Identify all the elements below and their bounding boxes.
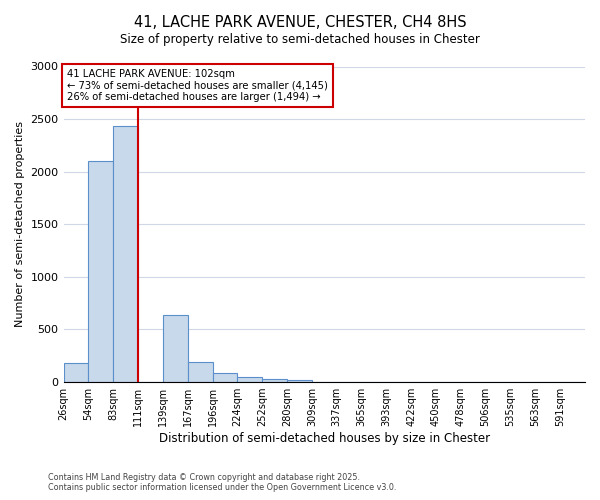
X-axis label: Distribution of semi-detached houses by size in Chester: Distribution of semi-detached houses by … xyxy=(159,432,490,445)
Text: Size of property relative to semi-detached houses in Chester: Size of property relative to semi-detach… xyxy=(120,32,480,46)
Text: 41 LACHE PARK AVENUE: 102sqm
← 73% of semi-detached houses are smaller (4,145)
2: 41 LACHE PARK AVENUE: 102sqm ← 73% of se… xyxy=(67,68,328,102)
Y-axis label: Number of semi-detached properties: Number of semi-detached properties xyxy=(15,122,25,328)
Bar xyxy=(64,362,88,382)
Bar xyxy=(212,372,238,382)
Bar xyxy=(88,161,113,382)
Bar xyxy=(163,315,188,382)
Bar xyxy=(262,380,287,382)
Bar xyxy=(113,126,138,382)
Bar xyxy=(238,378,262,382)
Bar xyxy=(188,362,212,382)
Text: Contains HM Land Registry data © Crown copyright and database right 2025.
Contai: Contains HM Land Registry data © Crown c… xyxy=(48,473,397,492)
Text: 41, LACHE PARK AVENUE, CHESTER, CH4 8HS: 41, LACHE PARK AVENUE, CHESTER, CH4 8HS xyxy=(134,15,466,30)
Bar xyxy=(287,380,312,382)
